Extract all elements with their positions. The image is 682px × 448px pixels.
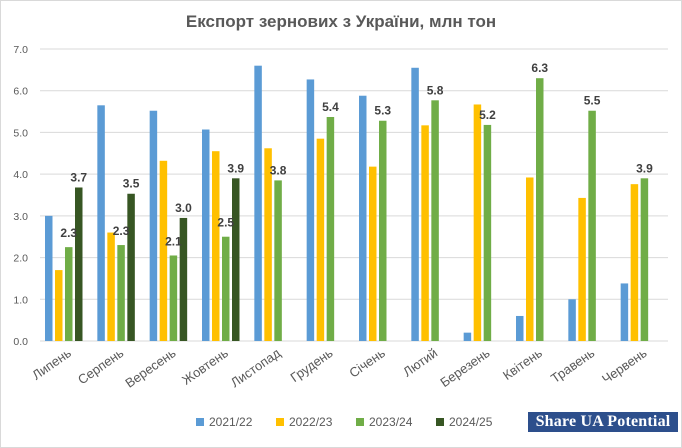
bar-2021-22-6 [359, 95, 367, 341]
bar-2023-24-8 [483, 124, 492, 341]
bar-2021-22-7 [411, 67, 419, 342]
data-label: 3.5 [123, 177, 140, 191]
data-label: 2.3 [60, 226, 77, 240]
bar-2021-22-3 [202, 129, 210, 341]
bar-2023-24-11 [640, 178, 649, 341]
data-label: 5.8 [427, 83, 444, 97]
bar-2022-23-5 [316, 138, 325, 341]
bar-2023-24-10 [588, 110, 596, 341]
data-label: 5.2 [479, 108, 496, 122]
legend-label: 2021/22 [209, 415, 253, 429]
bar-2024-25-3 [232, 178, 240, 341]
bar-2022-23-2 [159, 160, 168, 341]
bar-2023-24-1 [117, 245, 125, 341]
x-category-label: Квітень [500, 345, 545, 383]
data-label: 2.3 [113, 224, 130, 238]
bar-2024-25-2 [179, 217, 188, 341]
bar-2021-22-5 [306, 79, 315, 342]
bar-2021-22-0 [45, 215, 53, 341]
bar-2022-23-1 [107, 232, 115, 341]
bar-2021-22-2 [149, 110, 158, 341]
data-labels: 2.3 2.3 2.1 2.5 3.8 5.4 5.3 5.8 5.2 6.3 5.5 3.9 3.7 3… [60, 61, 653, 248]
bars [45, 65, 649, 342]
bar-2021-22-8 [463, 332, 472, 341]
data-label: 5.5 [584, 94, 601, 108]
data-label: 3.9 [227, 161, 244, 175]
bar-2022-23-10 [578, 197, 586, 341]
legend-label: 2022/23 [289, 415, 333, 429]
bar-2023-24-4 [274, 180, 282, 341]
bar-2022-23-7 [421, 125, 429, 341]
bar-2023-24-5 [326, 116, 335, 341]
x-category-label: Січень [346, 345, 388, 380]
x-category-label: Лютий [400, 345, 440, 379]
data-label: 2.1 [165, 234, 182, 248]
bar-2021-22-1 [97, 105, 105, 341]
x-category-label: Травень [548, 345, 597, 386]
data-label: 2.5 [217, 216, 234, 230]
watermark: Share UA Potential [528, 412, 678, 432]
x-category-label: Серпень [75, 345, 126, 387]
bar-2022-23-3 [212, 151, 220, 341]
legend-swatch [356, 418, 364, 426]
data-label: 3.9 [636, 161, 653, 175]
x-category-label: Вересень [122, 345, 178, 391]
x-category-label: Грудень [287, 345, 335, 385]
bar-2023-24-0 [65, 247, 73, 341]
x-category-label: Листопад [228, 345, 284, 390]
data-label: 3.7 [70, 170, 87, 184]
legend-swatch [436, 418, 444, 426]
bar-2021-22-10 [568, 299, 576, 341]
y-tick-label: 1.0 [13, 294, 28, 306]
bar-2023-24-6 [379, 120, 387, 342]
y-tick-label: 0.0 [13, 336, 28, 348]
bar-2023-24-7 [431, 100, 439, 342]
y-tick-label: 4.0 [13, 169, 28, 181]
bar-2024-25-1 [127, 193, 135, 341]
y-tick-label: 6.0 [13, 86, 28, 98]
data-label: 6.3 [531, 61, 548, 75]
data-label: 3.0 [175, 201, 192, 215]
legend-swatch [276, 418, 284, 426]
bar-2021-22-11 [620, 283, 629, 341]
data-label: 5.3 [374, 104, 391, 118]
bar-2021-22-4 [254, 65, 262, 341]
bar-2021-22-9 [516, 315, 524, 341]
y-tick-label: 3.0 [13, 211, 28, 223]
bar-2022-23-0 [55, 270, 63, 341]
y-tick-label: 7.0 [13, 44, 28, 56]
bar-2023-24-9 [536, 78, 544, 341]
bar-2022-23-9 [526, 177, 534, 341]
x-category-label: Жовтень [179, 345, 231, 388]
y-tick-label: 5.0 [13, 127, 28, 139]
bar-2023-24-2 [169, 255, 178, 341]
bar-2024-25-0 [75, 187, 83, 341]
bar-2022-23-11 [630, 184, 639, 341]
data-label: 5.4 [322, 100, 339, 114]
legend-label: 2023/24 [369, 415, 413, 429]
bar-2023-24-3 [222, 236, 230, 341]
legend: 2021/22 2022/23 2023/24 2024/25 [196, 415, 493, 429]
bar-2022-23-8 [473, 104, 482, 341]
bar-2022-23-4 [264, 148, 272, 341]
bar-2022-23-6 [369, 166, 377, 341]
y-tick-label: 2.0 [13, 253, 28, 265]
x-category-label: Червень [599, 345, 650, 387]
gridlines [40, 48, 668, 342]
x-category-label: Липень [29, 345, 74, 383]
y-axis-ticks: 0.0 1.0 2.0 3.0 4.0 5.0 6.0 7.0 [13, 44, 28, 348]
x-category-label: Березень [437, 345, 492, 390]
chart-title: Експорт зернових з України, млн тон [186, 12, 496, 31]
legend-label: 2024/25 [449, 415, 493, 429]
data-label: 3.8 [270, 163, 287, 177]
legend-swatch [196, 418, 204, 426]
